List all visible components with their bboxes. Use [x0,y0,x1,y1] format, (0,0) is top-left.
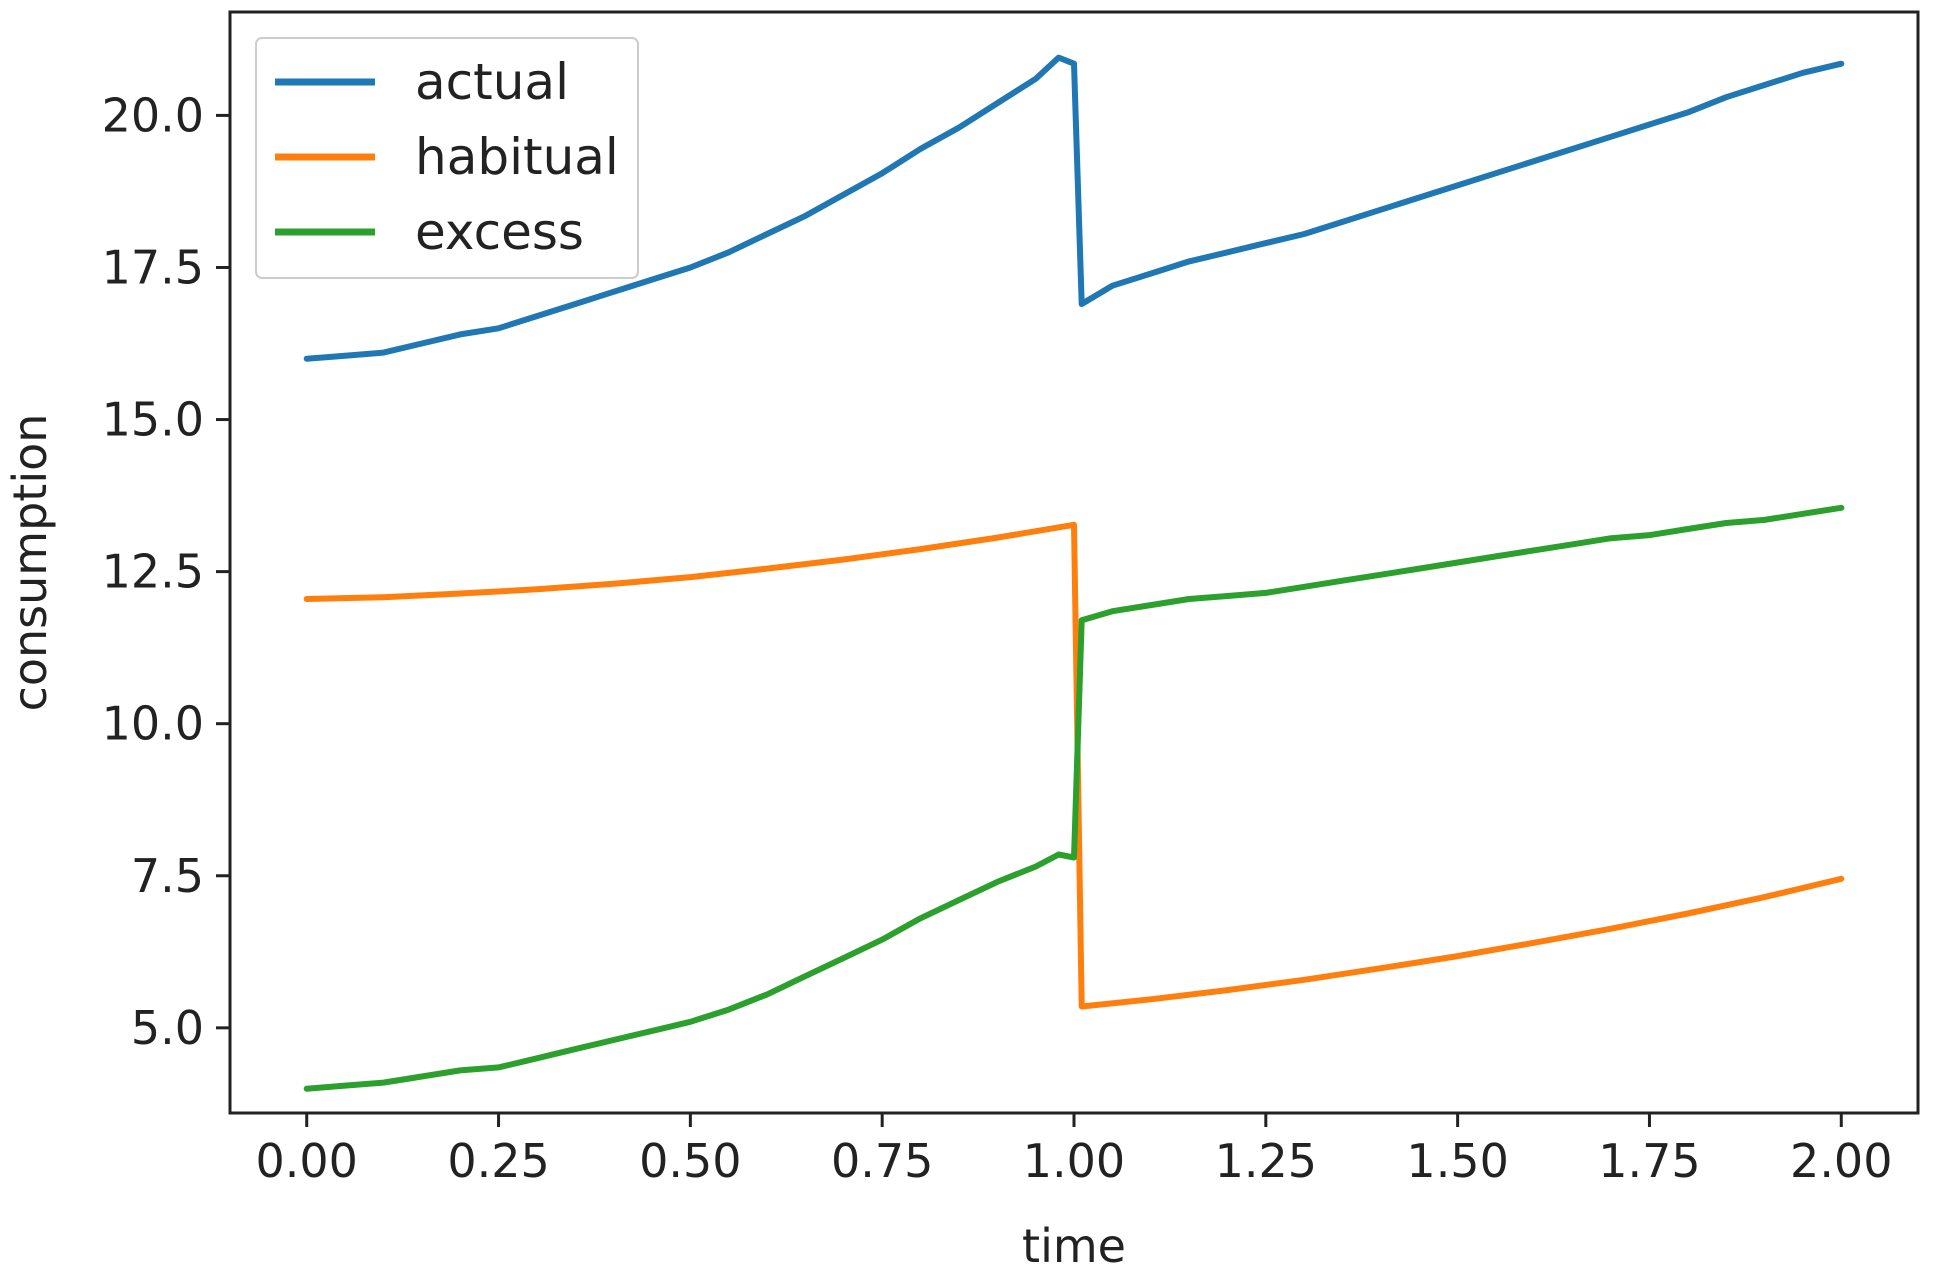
x-tick-label: 0.00 [256,1134,358,1188]
y-tick-label: 12.5 [102,545,204,599]
legend-label-excess: excess [415,203,584,261]
y-tick-label: 17.5 [102,240,204,294]
x-tick-label: 1.50 [1406,1134,1508,1188]
x-tick-label: 0.50 [639,1134,741,1188]
y-tick-label: 20.0 [102,88,204,142]
x-tick-label: 0.75 [831,1134,933,1188]
y-axis-label: consumption [3,414,57,712]
x-tick-label: 1.25 [1215,1134,1317,1188]
series-line-actual [303,54,1845,362]
x-tick-label: 0.25 [447,1134,549,1188]
x-tick-label: 1.00 [1023,1134,1125,1188]
legend-label-actual: actual [415,53,569,111]
x-tick-label: 2.00 [1790,1134,1892,1188]
x-tick-label: 1.75 [1598,1134,1700,1188]
x-axis-label: time [1022,1219,1126,1273]
series-line-excess [303,504,1845,1092]
y-tick-label: 15.0 [102,393,204,447]
plot-content [303,54,1845,1092]
legend: actual habitual excess [255,37,639,279]
y-tick-label: 7.5 [131,849,204,903]
legend-label-habitual: habitual [415,128,619,186]
y-tick-label: 10.0 [102,697,204,751]
y-tick-label: 5.0 [131,1001,204,1055]
legend-box [255,37,639,279]
y-axis: 5.0 7.5 10.0 12.5 15.0 17.5 20.0 [102,88,230,1055]
x-axis: 0.00 0.25 0.50 0.75 1.00 1.25 1.50 1.75 2.00 [256,1113,1892,1188]
